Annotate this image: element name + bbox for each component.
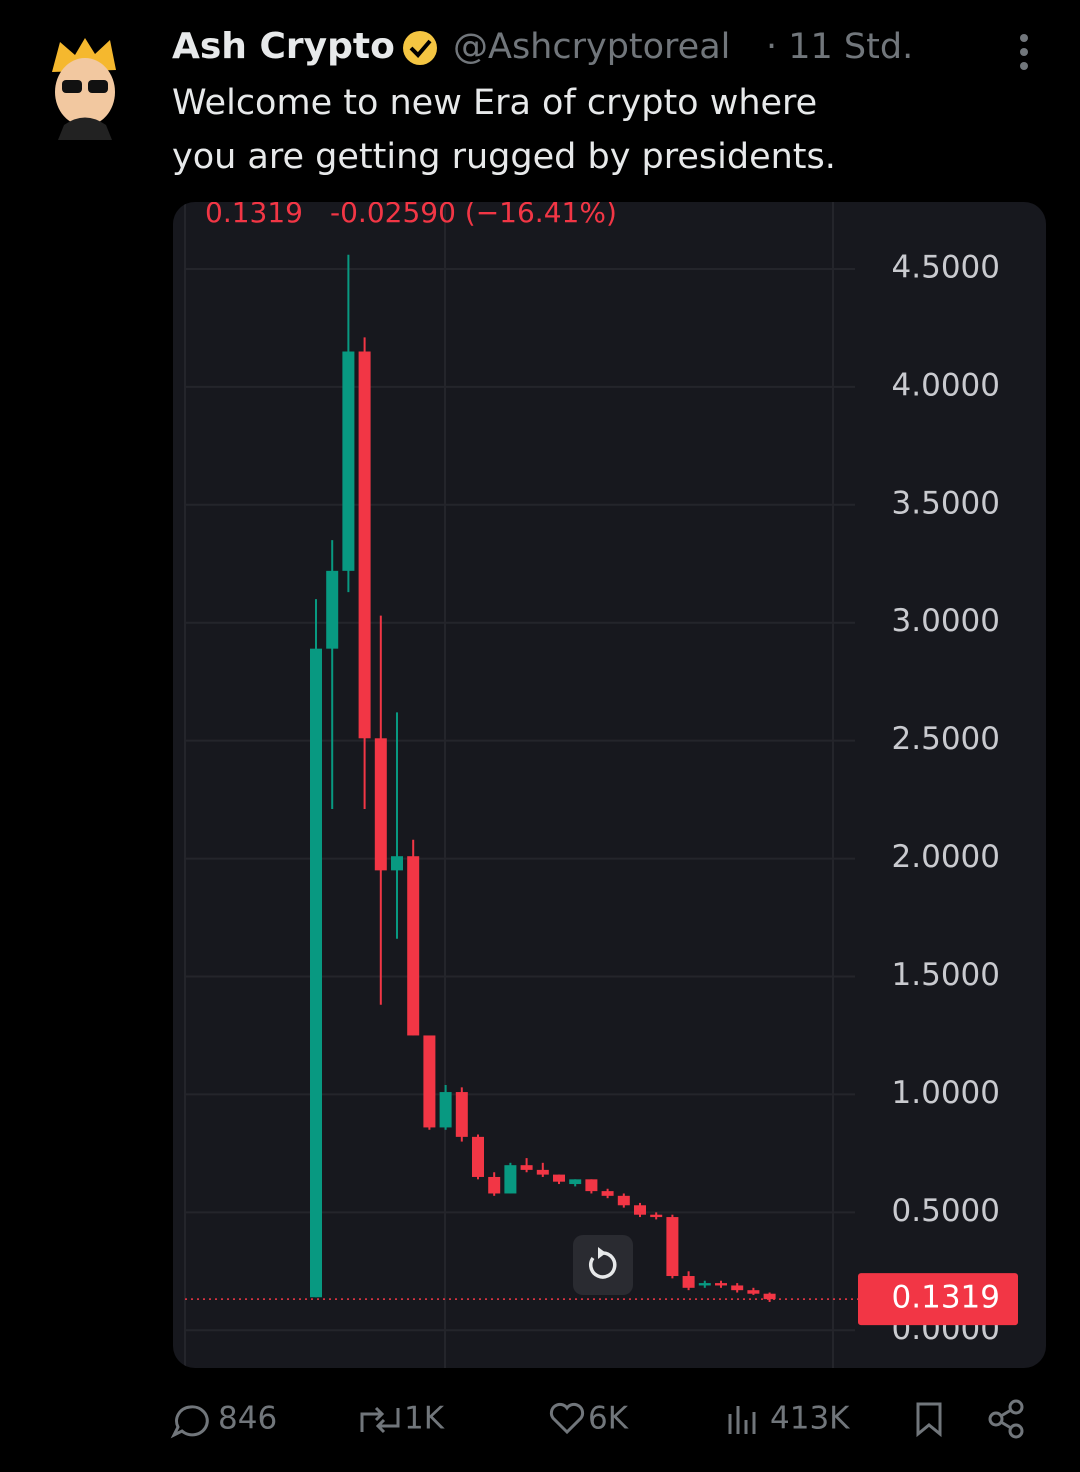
candle-body (472, 1136, 484, 1177)
candle-body (407, 856, 420, 1036)
candle-body (763, 1293, 776, 1300)
y-tick-label: 4.0000 (892, 367, 1000, 403)
candle-body (601, 1191, 614, 1196)
candle-body (455, 1092, 468, 1137)
reply-count: 846 (218, 1401, 277, 1437)
avatar[interactable] (29, 34, 141, 146)
y-tick-label: 1.0000 (892, 1075, 1000, 1111)
view-count: 413K (770, 1401, 850, 1437)
y-tick-label: 3.0000 (892, 603, 1000, 639)
candle-body (358, 351, 371, 739)
chart: 0.00000.50001.00001.50002.00002.50003.00… (184, 196, 1018, 1368)
candle-body (715, 1283, 727, 1286)
timestamp: · 11 Std. (766, 27, 913, 67)
candle-body (391, 856, 403, 871)
views-icon[interactable] (728, 1406, 756, 1434)
user-name[interactable]: Ash Crypto (172, 26, 395, 67)
like-count: 6K (588, 1401, 629, 1437)
candle-body (342, 351, 355, 571)
candle-body (585, 1179, 598, 1192)
candle-body (536, 1169, 549, 1175)
last-price-label: 0.1319 (892, 1280, 1000, 1316)
y-tick-label: 1.5000 (892, 957, 1000, 993)
price-header: 0.1319 (205, 196, 303, 229)
candle-body (650, 1214, 663, 1218)
candle-body (374, 738, 387, 871)
y-tick-label: 0.5000 (892, 1193, 1000, 1229)
last-price-badge (858, 1273, 1018, 1326)
y-tick-label: 2.0000 (892, 839, 1000, 875)
reply-icon[interactable] (170, 1405, 209, 1439)
verified-badge (403, 31, 437, 65)
reset-button[interactable] (573, 1235, 633, 1295)
candle-body (617, 1195, 630, 1206)
action-bar (170, 1399, 1024, 1439)
candle-body (326, 570, 339, 649)
candle-body (682, 1276, 695, 1288)
bookmark-icon[interactable] (916, 1402, 942, 1438)
candle-body (698, 1283, 711, 1286)
y-tick-label: 4.5000 (892, 249, 1000, 285)
change-header: -0.02590 (−16.41%) (330, 196, 617, 229)
candle-body (731, 1285, 744, 1291)
like-icon[interactable] (549, 1402, 585, 1435)
tweet-text: Welcome to new Era of crypto where (172, 83, 817, 123)
repost-icon[interactable] (360, 1406, 400, 1434)
candle-body (553, 1174, 565, 1182)
candle-body (520, 1165, 533, 1170)
tweet-text: you are getting rugged by presidents. (172, 137, 836, 177)
candle-body (488, 1176, 501, 1194)
y-tick-label: 2.5000 (892, 721, 1000, 757)
more-menu[interactable] (1020, 34, 1028, 70)
candle-body (504, 1165, 517, 1194)
candle-body (634, 1205, 646, 1215)
user-handle[interactable]: @Ashcryptoreal (453, 27, 730, 67)
candle-body (439, 1092, 452, 1128)
chart-card[interactable] (173, 202, 1046, 1368)
candle-body (569, 1179, 582, 1185)
y-tick-label: 3.5000 (892, 485, 1000, 521)
share-icon[interactable] (988, 1399, 1024, 1439)
candle-body (423, 1035, 436, 1128)
candle-body (747, 1290, 760, 1294)
candle-body (666, 1217, 679, 1277)
repost-count: 1K (404, 1401, 445, 1437)
candle-body (310, 648, 322, 1298)
